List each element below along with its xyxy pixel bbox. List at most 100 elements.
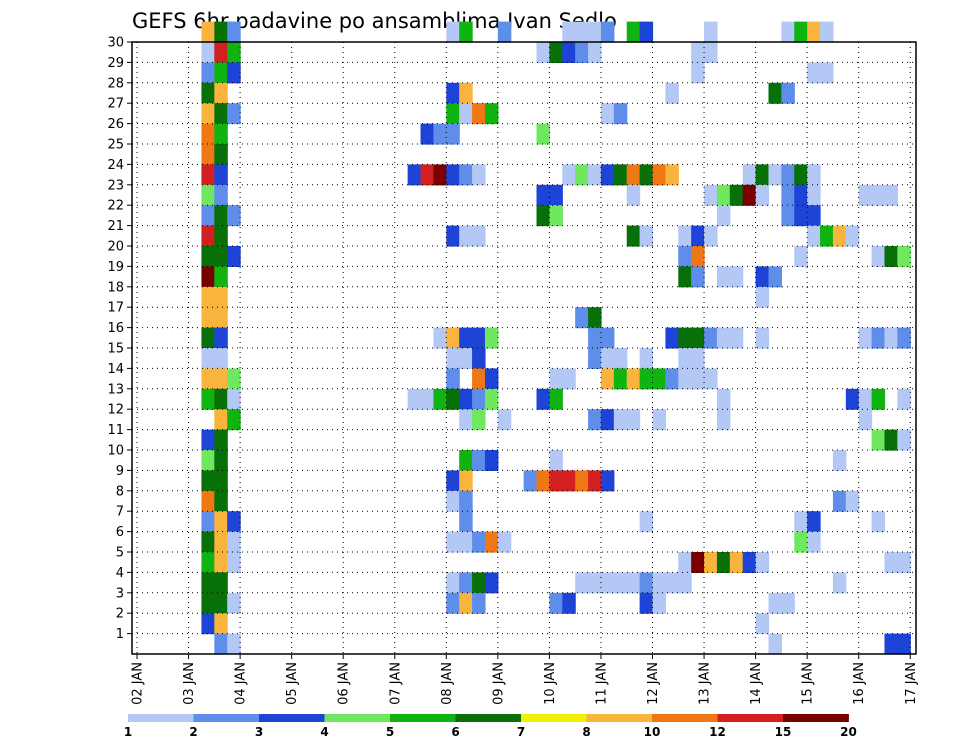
heatmap-cell	[781, 82, 795, 104]
heatmap-cell	[549, 470, 563, 492]
heatmap-cell	[613, 409, 628, 431]
heatmap-cell	[613, 164, 628, 186]
heatmap-cell	[639, 348, 654, 369]
heatmap-cell	[832, 572, 847, 594]
heatmap-cell	[562, 21, 576, 43]
heatmap-cell	[858, 388, 873, 410]
heatmap-cell	[214, 21, 228, 43]
color-legend-swatch	[390, 714, 456, 722]
y-tick-label: 12	[107, 403, 124, 418]
heatmap-cell	[214, 266, 228, 288]
heatmap-cell	[549, 592, 563, 614]
y-tick-label: 17	[107, 301, 124, 316]
heatmap-cell	[214, 348, 228, 369]
heatmap-cell	[626, 184, 641, 206]
heatmap-cell	[227, 388, 241, 410]
plot-frame	[131, 41, 917, 655]
heatmap-cell	[626, 21, 641, 43]
heatmap-cell	[214, 164, 228, 186]
heatmap-cell	[407, 388, 422, 410]
x-tick-label: 13 JAN	[698, 662, 713, 705]
heatmap-cell	[214, 490, 228, 512]
heatmap-cell	[484, 103, 499, 125]
heatmap-cell	[201, 388, 215, 410]
heatmap-cell	[562, 368, 576, 390]
color-legend-swatch	[324, 714, 391, 722]
heatmap-cell	[832, 490, 847, 512]
heatmap-cell	[755, 613, 770, 635]
heatmap-cell	[665, 368, 679, 390]
heatmap-cell	[214, 123, 228, 145]
heatmap-cell	[588, 327, 602, 349]
heatmap-cell	[227, 62, 241, 84]
heatmap-cell	[665, 327, 679, 349]
heatmap-cell	[201, 144, 215, 165]
heatmap-cell	[871, 388, 886, 410]
heatmap-cell	[691, 368, 705, 390]
heatmap-cell	[446, 388, 460, 410]
heatmap-cell	[807, 184, 821, 206]
heatmap-cell	[549, 388, 563, 410]
heatmap-cell	[201, 531, 215, 553]
heatmap-cell	[600, 21, 615, 43]
heatmap-cell	[446, 82, 460, 104]
x-tick-label: 12 JAN	[646, 662, 661, 705]
heatmap-cell	[407, 164, 422, 186]
heatmap-cell	[523, 470, 538, 492]
heatmap-cell	[227, 531, 241, 553]
heatmap-cell	[678, 572, 692, 594]
heatmap-cell	[562, 164, 576, 186]
heatmap-cell	[678, 368, 692, 390]
heatmap-cell	[897, 327, 911, 349]
heatmap-cell	[678, 327, 692, 349]
heatmap-cell	[665, 572, 679, 594]
y-tick-label: 19	[107, 260, 124, 275]
heatmap-cell	[201, 511, 215, 533]
x-tick-label: 04 JAN	[234, 662, 249, 705]
heatmap-cell	[562, 592, 576, 614]
heatmap-cell	[845, 490, 860, 512]
heatmap-cell	[214, 327, 228, 349]
heatmap-cell	[845, 225, 860, 247]
heatmap-cell	[704, 42, 718, 63]
heatmap-cell	[691, 246, 705, 267]
color-legend-label: 6	[451, 725, 459, 739]
heatmap-cell	[459, 388, 473, 410]
heatmap-cell	[652, 592, 666, 614]
heatmap-cell	[639, 21, 654, 43]
heatmap-cell	[484, 327, 499, 349]
heatmap-cell	[459, 490, 473, 512]
heatmap-cell	[446, 592, 460, 614]
y-tick-label: 7	[116, 505, 124, 520]
y-tick-label: 8	[116, 484, 124, 499]
color-legend-swatch	[652, 714, 718, 722]
heatmap-cell	[665, 164, 679, 186]
heatmap-cell	[600, 348, 615, 369]
heatmap-cell	[626, 164, 641, 186]
color-legend-swatch	[717, 714, 784, 722]
heatmap-cell	[794, 184, 808, 206]
heatmap-cell	[536, 184, 550, 206]
heatmap-cell	[613, 103, 628, 125]
color-legend-label: 2	[189, 725, 197, 739]
heatmap-cell	[459, 531, 473, 553]
heatmap-cell	[678, 225, 692, 247]
heatmap-cell	[214, 205, 228, 227]
heatmap-cell	[472, 225, 486, 247]
heatmap-cell	[472, 531, 486, 553]
heatmap-cell	[459, 409, 473, 431]
heatmap-cell	[704, 184, 718, 206]
heatmap-cell	[201, 184, 215, 206]
heatmap-cell	[755, 184, 770, 206]
color-legend-label: 12	[709, 725, 726, 739]
heatmap-cell	[716, 266, 731, 288]
color-legend-swatch	[193, 714, 260, 722]
heatmap-cell	[768, 266, 782, 288]
x-tick-label: 09 JAN	[491, 662, 506, 705]
heatmap-cell	[639, 511, 654, 533]
heatmap-cell	[820, 225, 834, 247]
heatmap-cell	[472, 409, 486, 431]
y-tick-label: 25	[107, 138, 124, 153]
y-tick-label: 15	[107, 342, 124, 357]
